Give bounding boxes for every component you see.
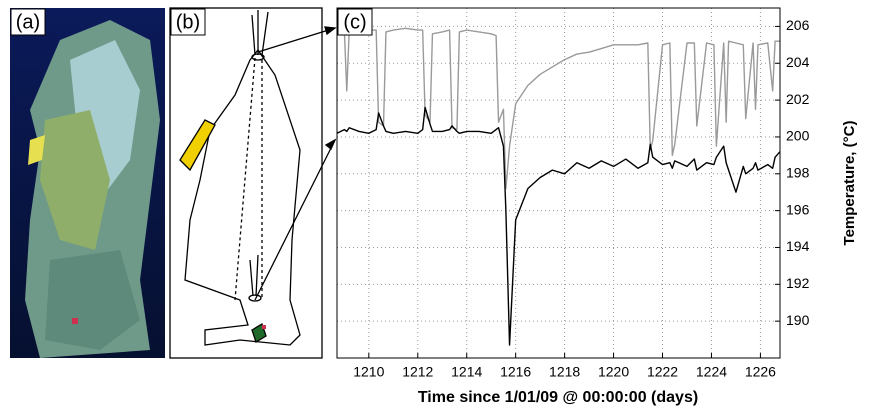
y-tick-label: 190 bbox=[786, 312, 810, 328]
y-tick-label: 206 bbox=[786, 17, 810, 33]
panel-label: (a) bbox=[16, 11, 40, 33]
x-tick-label: 1218 bbox=[549, 364, 580, 380]
panel-label-box bbox=[337, 8, 373, 36]
x-tick-label: 1212 bbox=[402, 364, 433, 380]
photo bbox=[10, 8, 165, 358]
panel-label: (c) bbox=[343, 11, 366, 33]
x-axis-label: Time since 1/01/09 @ 00:00:00 (days) bbox=[418, 389, 698, 406]
diagram bbox=[169, 7, 337, 359]
panel-label: (b) bbox=[176, 11, 200, 33]
x-tick-label: 1216 bbox=[500, 364, 531, 380]
x-tick-label: 1226 bbox=[745, 364, 776, 380]
panel-label-box bbox=[170, 8, 206, 36]
x-tick-label: 1210 bbox=[353, 364, 384, 380]
plot-area bbox=[337, 8, 780, 358]
data-line bbox=[336, 106, 781, 346]
x-tick-label: 1224 bbox=[696, 364, 727, 380]
y-tick-label: 200 bbox=[786, 128, 810, 144]
y-tick-label: 204 bbox=[786, 54, 810, 70]
y-tick-label: 192 bbox=[786, 275, 810, 291]
x-tick-label: 1222 bbox=[647, 364, 678, 380]
data-line bbox=[337, 27, 780, 190]
y-tick-label: 194 bbox=[786, 238, 810, 254]
panel-label-box bbox=[10, 8, 46, 36]
plot-frame bbox=[336, 7, 781, 359]
x-tick-label: 1220 bbox=[598, 364, 629, 380]
y-tick-label: 198 bbox=[786, 164, 810, 180]
x-tick-label: 1214 bbox=[451, 364, 482, 380]
y-tick-label: 196 bbox=[786, 201, 810, 217]
plot bbox=[336, 8, 781, 358]
y-tick-label: 202 bbox=[786, 91, 810, 107]
y-axis-label: Temperature, (°C) bbox=[841, 121, 858, 246]
